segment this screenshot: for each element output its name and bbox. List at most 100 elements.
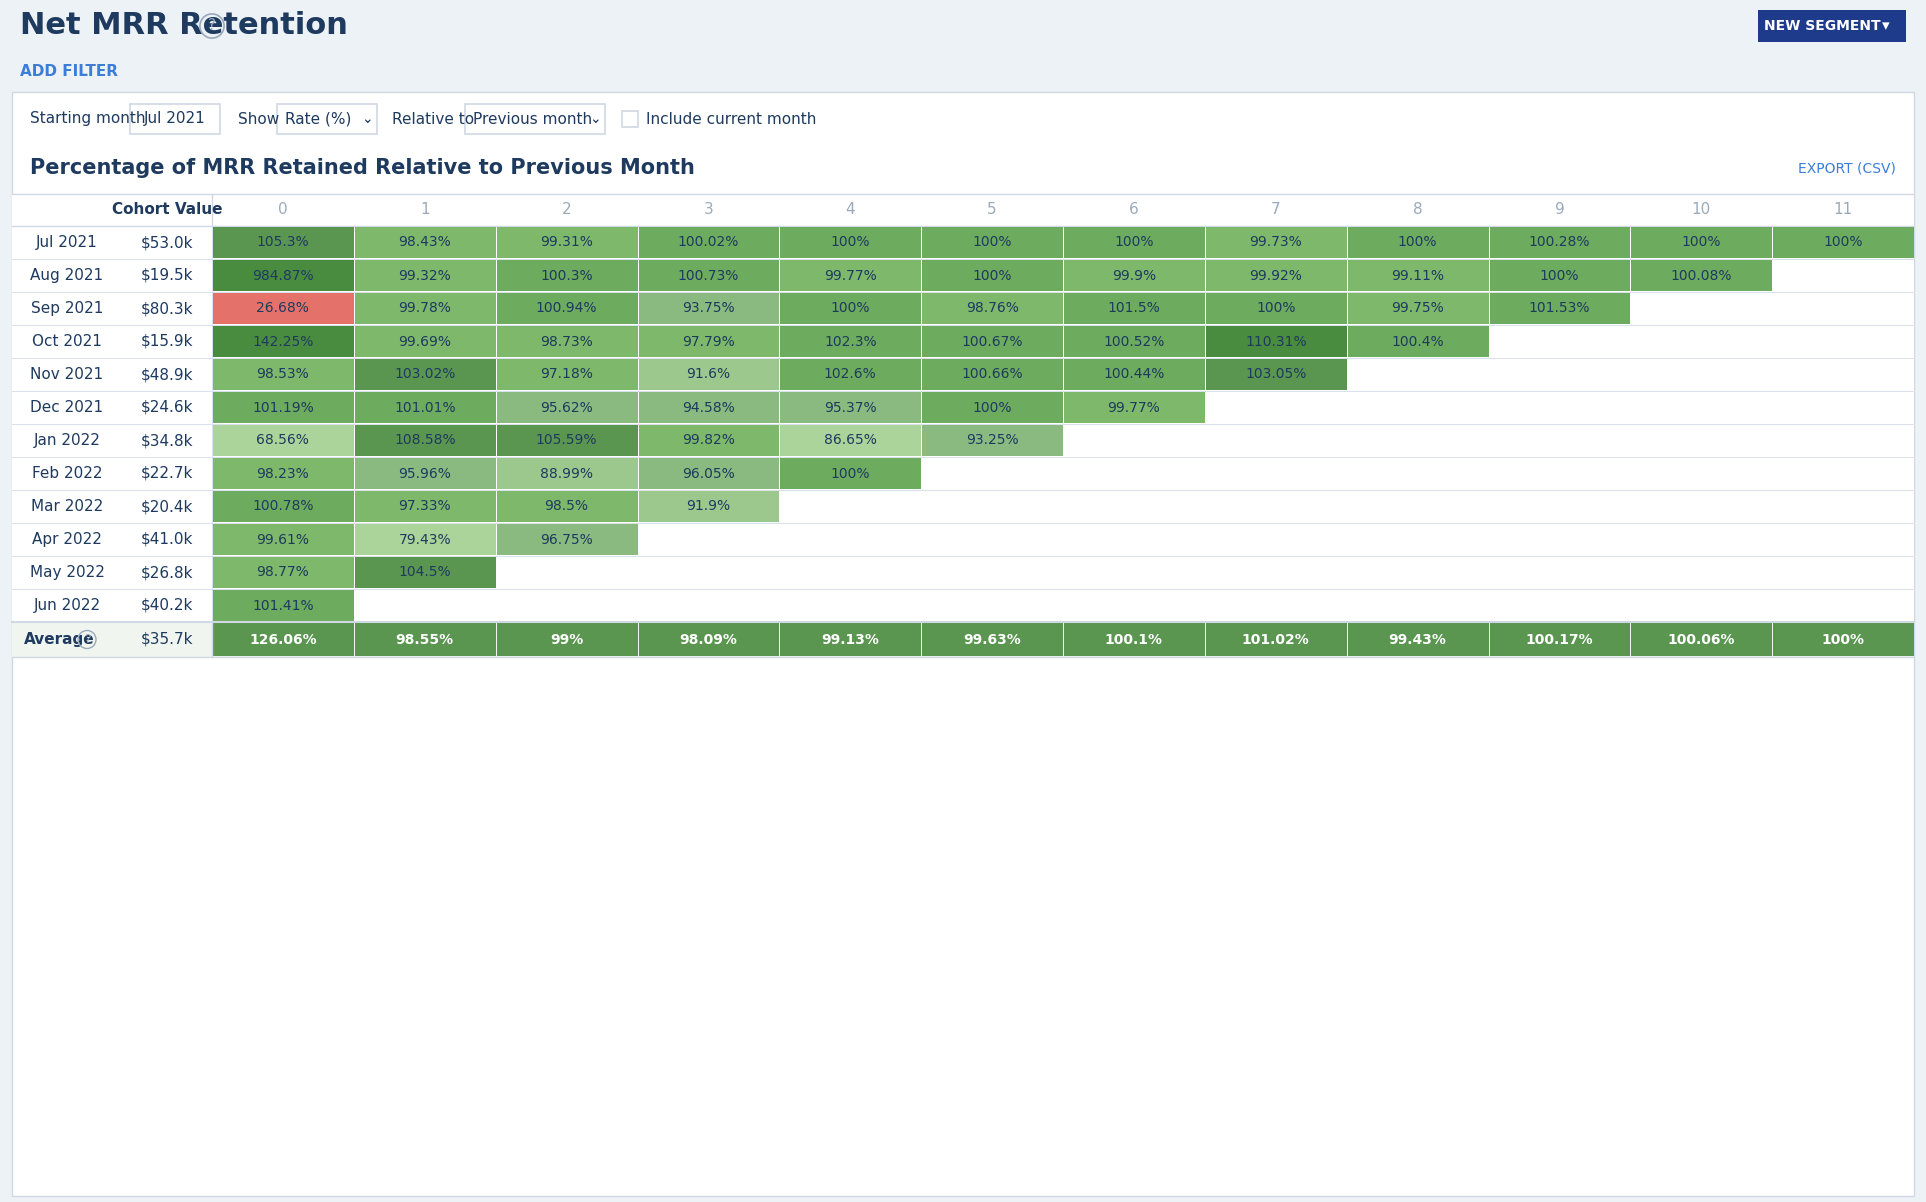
Text: 97.33%: 97.33% xyxy=(399,500,451,513)
Bar xyxy=(923,326,1063,357)
Text: 26.68%: 26.68% xyxy=(256,302,310,315)
Text: 101.02%: 101.02% xyxy=(1242,632,1310,647)
Text: 10: 10 xyxy=(1691,202,1710,218)
Text: 98.5%: 98.5% xyxy=(545,500,589,513)
Text: 99.78%: 99.78% xyxy=(399,302,451,315)
Bar xyxy=(497,490,638,522)
Bar xyxy=(1348,260,1489,291)
Bar xyxy=(780,623,921,656)
Text: 100%: 100% xyxy=(973,400,1011,415)
Bar xyxy=(497,359,638,389)
Text: 984.87%: 984.87% xyxy=(252,268,314,282)
Bar xyxy=(214,458,354,489)
Text: 99.11%: 99.11% xyxy=(1391,268,1444,282)
Text: May 2022: May 2022 xyxy=(29,565,104,581)
Bar xyxy=(923,227,1063,258)
Bar xyxy=(214,293,354,325)
Text: 99.77%: 99.77% xyxy=(1107,400,1159,415)
Bar xyxy=(923,260,1063,291)
Bar xyxy=(639,426,780,456)
Bar xyxy=(639,326,780,357)
Text: 95.62%: 95.62% xyxy=(539,400,593,415)
Bar xyxy=(639,227,780,258)
Text: 99.43%: 99.43% xyxy=(1389,632,1446,647)
Text: 98.09%: 98.09% xyxy=(680,632,738,647)
Bar xyxy=(1206,293,1346,325)
Text: 7: 7 xyxy=(1271,202,1281,218)
Bar xyxy=(497,326,638,357)
Bar xyxy=(214,623,354,656)
Bar xyxy=(464,105,605,133)
Text: Mar 2022: Mar 2022 xyxy=(31,499,104,514)
Text: 98.43%: 98.43% xyxy=(399,236,451,250)
Text: 6: 6 xyxy=(1129,202,1138,218)
Bar xyxy=(354,623,495,656)
Text: 100.52%: 100.52% xyxy=(1104,334,1165,349)
Text: 98.76%: 98.76% xyxy=(965,302,1019,315)
Text: 99.31%: 99.31% xyxy=(539,236,593,250)
Bar xyxy=(1631,260,1772,291)
Text: 100.02%: 100.02% xyxy=(678,236,740,250)
Text: ⌄: ⌄ xyxy=(589,112,601,126)
Bar xyxy=(354,227,495,258)
Text: 108.58%: 108.58% xyxy=(395,434,456,447)
Text: Dec 2021: Dec 2021 xyxy=(31,400,104,415)
Text: ADD FILTER: ADD FILTER xyxy=(19,65,117,79)
Bar xyxy=(639,623,780,656)
Text: Apr 2022: Apr 2022 xyxy=(33,532,102,547)
Text: 99.92%: 99.92% xyxy=(1250,268,1302,282)
Bar xyxy=(497,260,638,291)
Bar xyxy=(12,194,1914,226)
Text: $80.3k: $80.3k xyxy=(141,300,193,316)
Text: Nov 2021: Nov 2021 xyxy=(31,367,104,382)
Text: $35.7k: $35.7k xyxy=(141,632,193,647)
Bar xyxy=(354,524,495,555)
Bar xyxy=(354,392,495,423)
Bar xyxy=(780,260,921,291)
Bar xyxy=(923,623,1063,656)
Text: 142.25%: 142.25% xyxy=(252,334,314,349)
Text: 100.73%: 100.73% xyxy=(678,268,740,282)
Bar xyxy=(12,391,1914,424)
Bar xyxy=(12,358,1914,391)
Text: 110.31%: 110.31% xyxy=(1244,334,1306,349)
Bar xyxy=(1206,359,1346,389)
Bar xyxy=(12,490,1914,523)
Text: 98.53%: 98.53% xyxy=(256,368,310,381)
Bar xyxy=(12,325,1914,358)
Bar xyxy=(1489,293,1629,325)
Text: 98.23%: 98.23% xyxy=(256,466,310,481)
Text: 96.75%: 96.75% xyxy=(539,532,593,547)
Bar xyxy=(12,258,1914,292)
Bar xyxy=(1206,623,1346,656)
Text: 4: 4 xyxy=(846,202,855,218)
Text: 126.06%: 126.06% xyxy=(248,632,316,647)
Bar xyxy=(354,293,495,325)
Bar xyxy=(1489,260,1629,291)
Text: 93.25%: 93.25% xyxy=(965,434,1019,447)
Bar xyxy=(923,359,1063,389)
Bar xyxy=(12,424,1914,457)
Text: 100%: 100% xyxy=(1113,236,1154,250)
Text: 100%: 100% xyxy=(1824,236,1862,250)
Bar xyxy=(497,458,638,489)
Text: 100%: 100% xyxy=(1681,236,1722,250)
Text: $24.6k: $24.6k xyxy=(141,400,193,415)
Bar xyxy=(780,293,921,325)
Text: $20.4k: $20.4k xyxy=(141,499,193,514)
Text: $22.7k: $22.7k xyxy=(141,466,193,481)
Bar xyxy=(214,557,354,588)
Text: 103.02%: 103.02% xyxy=(395,368,455,381)
Bar xyxy=(622,111,638,127)
Bar xyxy=(214,392,354,423)
Text: 100%: 100% xyxy=(973,268,1011,282)
Text: 100%: 100% xyxy=(830,236,871,250)
Text: 104.5%: 104.5% xyxy=(399,565,451,579)
Text: 100.17%: 100.17% xyxy=(1525,632,1593,647)
Bar xyxy=(1774,227,1914,258)
Text: 99%: 99% xyxy=(551,632,584,647)
Text: 105.59%: 105.59% xyxy=(535,434,597,447)
Text: 100%: 100% xyxy=(1398,236,1437,250)
Text: 100%: 100% xyxy=(1539,268,1579,282)
Bar xyxy=(923,293,1063,325)
